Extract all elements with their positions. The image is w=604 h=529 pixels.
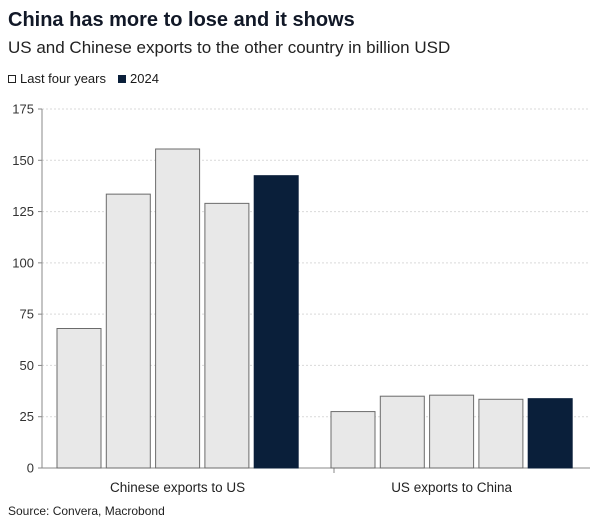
bar-us-to-china-hist-4 bbox=[478, 398, 524, 469]
y-tick-label-175: 175 bbox=[12, 102, 34, 117]
bar-china-to-us-2024 bbox=[253, 175, 299, 469]
legend-label-last-four-years: Last four years bbox=[20, 71, 106, 86]
chart-title: China has more to lose and it shows bbox=[8, 9, 355, 31]
y-tick-label-50: 50 bbox=[20, 358, 34, 373]
x-category-label-2: US exports to China bbox=[391, 480, 512, 495]
legend-swatch-last-four-years bbox=[8, 74, 16, 83]
bar-us-to-china-hist-1 bbox=[330, 411, 376, 469]
legend: Last four years 2024 bbox=[8, 71, 159, 86]
y-tick-label-0: 0 bbox=[27, 461, 34, 476]
bar-china-to-us-hist-2 bbox=[105, 193, 151, 469]
chart-subtitle: US and Chinese exports to the other coun… bbox=[8, 38, 451, 57]
bar-china-to-us-hist-3 bbox=[155, 148, 201, 469]
legend-item-2024: 2024 bbox=[118, 71, 159, 86]
y-tick-label-75: 75 bbox=[20, 307, 34, 322]
bar-us-to-china-2024 bbox=[527, 398, 573, 469]
source-note: Source: Convera, Macrobond bbox=[8, 504, 165, 518]
legend-label-2024: 2024 bbox=[130, 71, 159, 86]
y-tick-label-150: 150 bbox=[12, 153, 34, 168]
bar-us-to-china-hist-3 bbox=[429, 394, 475, 469]
legend-item-last-four-years: Last four years bbox=[8, 71, 106, 86]
x-category-label-1: Chinese exports to US bbox=[110, 480, 245, 495]
legend-swatch-2024 bbox=[118, 74, 126, 83]
bar-china-to-us-hist-1 bbox=[56, 328, 102, 469]
y-tick-label-100: 100 bbox=[12, 255, 34, 270]
y-tick-label-25: 25 bbox=[20, 409, 34, 424]
bar-us-to-china-hist-2 bbox=[379, 395, 425, 469]
bar-china-to-us-hist-4 bbox=[204, 202, 250, 469]
y-tick-label-125: 125 bbox=[12, 204, 34, 219]
